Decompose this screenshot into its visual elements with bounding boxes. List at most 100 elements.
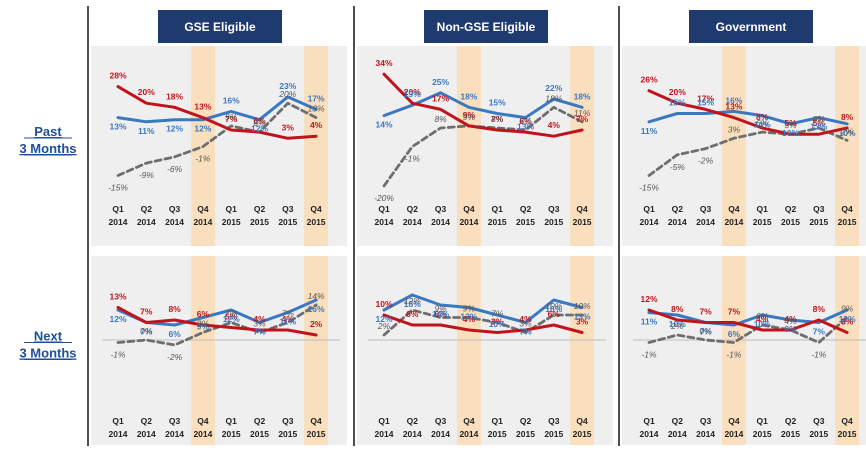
- data-label: 7%: [699, 307, 712, 317]
- tick-label-quarter: Q3: [435, 416, 447, 426]
- tick-label-year: 2015: [781, 429, 800, 439]
- data-label: 13%: [308, 104, 325, 114]
- tick-label-quarter: Q3: [700, 416, 712, 426]
- data-label: 11%: [574, 108, 591, 118]
- data-label: -1%: [110, 350, 126, 360]
- data-label: 12%: [375, 314, 392, 324]
- data-label: 3%: [728, 124, 741, 134]
- tick-label-quarter: Q1: [643, 204, 655, 214]
- tick-label-year: 2014: [724, 217, 743, 227]
- data-label: 4%: [548, 120, 561, 130]
- data-label: 12%: [404, 296, 421, 306]
- tick-label-year: 2015: [307, 429, 326, 439]
- data-label: 13%: [194, 102, 211, 112]
- data-label: 10%: [782, 128, 799, 138]
- tick-label-quarter: Q4: [841, 204, 853, 214]
- highlight-band: [721, 46, 746, 246]
- tick-label-year: 2015: [250, 429, 269, 439]
- tick-label-quarter: Q1: [226, 204, 238, 214]
- data-label: 9%: [463, 304, 476, 314]
- chart-panel: 10%6% 6% 4% 3% 4% 6%3%12%18%14% 13%10%7%16%13%…: [357, 256, 613, 445]
- tick-label-quarter: Q1: [643, 416, 655, 426]
- data-label: 19%: [404, 89, 421, 99]
- highlight-band: [570, 46, 595, 246]
- tick-label-year: 2015: [753, 429, 772, 439]
- data-label: 8%: [671, 304, 684, 314]
- data-label: 8%: [168, 304, 181, 314]
- data-label: 20%: [278, 89, 296, 99]
- data-label: -1%: [811, 350, 827, 360]
- series-line-red: [382, 313, 584, 334]
- series-line-gray: [116, 101, 318, 177]
- data-label: 10%: [574, 301, 591, 311]
- data-label: -2%: [167, 352, 183, 362]
- data-label: 6%: [197, 309, 210, 319]
- data-label: 10%: [669, 319, 686, 329]
- tick-label-year: 2014: [137, 429, 156, 439]
- data-label: 13%: [109, 292, 126, 302]
- tick-label-year: 2014: [165, 429, 184, 439]
- data-label: -5%: [670, 162, 686, 172]
- tick-label-quarter: Q2: [672, 204, 684, 214]
- series-line-red: [382, 72, 584, 138]
- tick-label-year: 2015: [544, 217, 563, 227]
- data-label: 10%: [489, 319, 506, 329]
- tick-label-quarter: Q3: [700, 204, 712, 214]
- tick-label-year: 2014: [431, 429, 450, 439]
- data-label: 7%: [225, 309, 238, 319]
- tick-label-quarter: Q4: [197, 416, 209, 426]
- data-label: 20%: [669, 87, 686, 97]
- tick-label-quarter: Q1: [226, 416, 238, 426]
- data-label: 6%: [406, 309, 419, 319]
- highlight-band: [835, 256, 860, 445]
- tick-label-year: 2015: [544, 429, 563, 439]
- data-label: 18%: [545, 93, 562, 103]
- tick-label-quarter: Q4: [197, 204, 209, 214]
- tick-label-year: 2015: [222, 217, 241, 227]
- data-label: 4%: [784, 316, 797, 326]
- data-label: 12%: [839, 314, 856, 324]
- data-label: 13%: [574, 312, 591, 322]
- tick-label-year: 2015: [809, 429, 828, 439]
- data-label: 9%: [434, 304, 447, 314]
- data-label: 4%: [253, 314, 266, 324]
- data-label: 18%: [166, 91, 183, 101]
- data-label: 5%: [784, 118, 797, 128]
- tick-label-quarter: Q3: [813, 416, 825, 426]
- tick-label-quarter: Q1: [378, 416, 390, 426]
- data-label: 9%: [841, 304, 854, 314]
- data-label: 14%: [754, 120, 771, 130]
- series-line-gray: [647, 126, 849, 177]
- tick-label-year: 2015: [809, 217, 828, 227]
- data-label: 2%: [840, 126, 854, 136]
- column-header-box: [424, 10, 548, 43]
- data-label: 10%: [754, 319, 771, 329]
- tick-label-year: 2014: [109, 429, 128, 439]
- data-label: 6%: [253, 116, 266, 126]
- chart-panel: 12%8% 7% 7%4% 4%8%3%11% 10%7% 6%10% 8% 7%12%-1%…: [622, 256, 866, 445]
- data-label: 7%: [491, 114, 504, 124]
- tick-label-year: 2014: [668, 429, 687, 439]
- tick-label-year: 2015: [278, 429, 297, 439]
- data-label: 9%: [197, 322, 210, 332]
- data-label: 7%: [728, 307, 741, 317]
- data-label: 34%: [375, 58, 392, 68]
- tick-label-quarter: Q2: [672, 416, 684, 426]
- series-line-red: [116, 306, 318, 337]
- tick-label-year: 2014: [696, 429, 715, 439]
- tick-label-quarter: Q4: [310, 204, 322, 214]
- tick-label-year: 2015: [781, 217, 800, 227]
- data-label: 3%: [282, 122, 295, 132]
- data-label: 13%: [109, 122, 126, 132]
- data-label: 12%: [223, 314, 240, 324]
- data-label: 13%: [725, 102, 742, 112]
- highlight-band: [304, 46, 329, 246]
- data-label: 4%: [282, 314, 295, 324]
- data-label: 10%: [839, 128, 856, 138]
- data-label: 11%: [641, 126, 658, 136]
- data-label: 5%: [225, 312, 238, 322]
- chart-panel: 13%7% 8% 6% 5% 4% 4% 2%12%7% 6%9%12%7%11%16%-1%…: [91, 256, 347, 445]
- data-label: 0%: [140, 326, 153, 336]
- tick-label-quarter: Q2: [407, 416, 419, 426]
- column-header: Non-GSE Eligible: [437, 20, 536, 34]
